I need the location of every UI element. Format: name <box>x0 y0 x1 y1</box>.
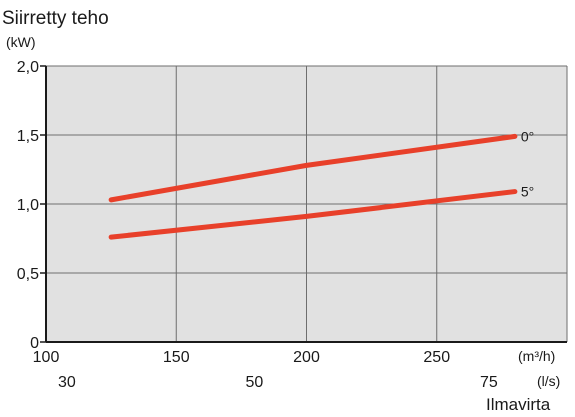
x-axis-unit-secondary: (l/s) <box>537 373 560 389</box>
chart-title: Siirretty teho <box>2 8 109 29</box>
y-tick-label: 2,0 <box>17 59 39 76</box>
y-tick-label: 0 <box>30 335 39 352</box>
y-tick-label: 0,5 <box>17 266 39 283</box>
y-tick-label: 1,0 <box>17 197 39 214</box>
series-line <box>108 133 518 203</box>
x-axis-label: Ilmavirta <box>486 395 551 414</box>
x-tick-label: 250 <box>423 349 450 366</box>
y-axis-unit: (kW) <box>6 34 36 50</box>
series-group: 0° 5° <box>108 128 534 240</box>
series-line <box>108 189 518 240</box>
x-secondary-tick-label: 75 <box>480 374 498 391</box>
x-tick-label: 100 <box>33 349 60 366</box>
x-axis-unit-primary: (m³/h) <box>518 348 555 364</box>
x-secondary-tick-label: 50 <box>246 374 264 391</box>
x-tick-label: 200 <box>293 349 320 366</box>
x-tick-label: 150 <box>163 349 190 366</box>
axis-ticks: 0 0,5 1,0 1,5 2,0 100 150 200 250 30 50 75 <box>17 59 498 391</box>
series-label: 0° <box>521 128 534 144</box>
x-secondary-tick-label: 30 <box>58 374 76 391</box>
series-label: 5° <box>521 184 534 200</box>
y-tick-label: 1,5 <box>17 128 39 145</box>
grid-lines <box>46 65 568 342</box>
